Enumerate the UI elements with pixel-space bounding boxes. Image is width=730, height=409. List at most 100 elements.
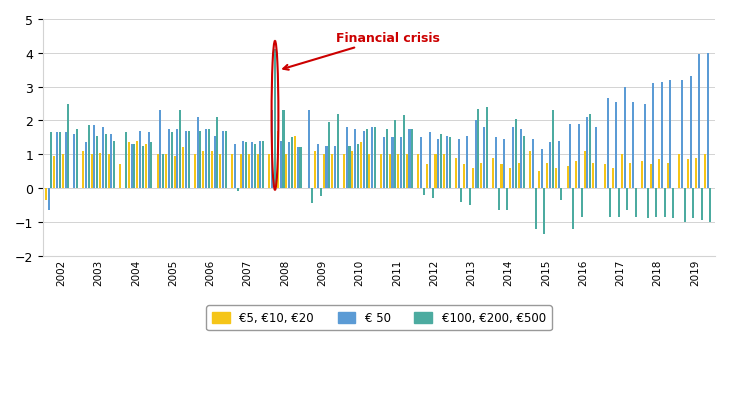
- Bar: [56, 133, 58, 189]
- Bar: [199, 131, 201, 189]
- Bar: [538, 172, 539, 189]
- Bar: [177, 130, 178, 189]
- Bar: [664, 189, 666, 217]
- Bar: [509, 169, 511, 189]
- Bar: [595, 128, 597, 189]
- Bar: [67, 104, 69, 189]
- Bar: [572, 189, 574, 229]
- Bar: [612, 169, 615, 189]
- Bar: [73, 135, 75, 189]
- Bar: [294, 136, 296, 189]
- Bar: [388, 155, 391, 189]
- Bar: [354, 130, 356, 189]
- Bar: [529, 151, 531, 189]
- Bar: [518, 163, 520, 189]
- Bar: [403, 116, 405, 189]
- Bar: [411, 130, 413, 189]
- Bar: [171, 133, 173, 189]
- Bar: [82, 151, 84, 189]
- Bar: [647, 189, 649, 219]
- Bar: [592, 163, 594, 189]
- Bar: [139, 131, 141, 189]
- Bar: [165, 155, 167, 189]
- Bar: [222, 131, 224, 189]
- Bar: [150, 143, 153, 189]
- Bar: [182, 148, 184, 189]
- Bar: [185, 131, 187, 189]
- Bar: [288, 143, 291, 189]
- Bar: [274, 50, 276, 189]
- Bar: [506, 189, 508, 211]
- Bar: [202, 151, 204, 189]
- Bar: [474, 121, 477, 189]
- Bar: [248, 155, 250, 189]
- Bar: [334, 146, 336, 189]
- Bar: [363, 131, 365, 189]
- Bar: [523, 136, 525, 189]
- Bar: [684, 189, 686, 222]
- Bar: [369, 155, 371, 189]
- Bar: [326, 146, 328, 189]
- Bar: [561, 189, 562, 200]
- Bar: [211, 151, 213, 189]
- Bar: [429, 133, 431, 189]
- Bar: [431, 189, 434, 199]
- Bar: [194, 155, 196, 189]
- Bar: [492, 158, 494, 189]
- Bar: [666, 163, 669, 189]
- Bar: [65, 133, 66, 189]
- Bar: [76, 130, 78, 189]
- Bar: [423, 189, 425, 196]
- Bar: [495, 138, 497, 189]
- Text: Financial crisis: Financial crisis: [283, 32, 440, 70]
- Bar: [257, 155, 258, 189]
- Bar: [464, 165, 465, 189]
- Bar: [145, 145, 147, 189]
- Bar: [168, 130, 170, 189]
- Bar: [157, 155, 158, 189]
- Bar: [99, 153, 101, 189]
- Bar: [351, 151, 353, 189]
- Bar: [446, 136, 447, 189]
- Bar: [205, 130, 207, 189]
- Bar: [196, 118, 199, 189]
- Bar: [357, 145, 359, 189]
- Bar: [512, 128, 514, 189]
- Bar: [692, 189, 694, 219]
- Bar: [262, 142, 264, 189]
- Bar: [604, 165, 606, 189]
- Bar: [104, 135, 107, 189]
- Bar: [437, 140, 439, 189]
- Bar: [641, 162, 643, 189]
- Bar: [707, 54, 709, 189]
- Bar: [629, 163, 631, 189]
- Legend: €5, €10, €20, € 50, €100, €200, €500: €5, €10, €20, € 50, €100, €200, €500: [207, 306, 552, 330]
- Bar: [701, 189, 703, 220]
- Bar: [134, 145, 136, 189]
- Bar: [113, 142, 115, 189]
- Bar: [546, 163, 548, 189]
- Bar: [299, 148, 301, 189]
- Bar: [580, 189, 583, 217]
- Bar: [549, 143, 551, 189]
- Bar: [88, 126, 90, 189]
- Bar: [458, 140, 459, 189]
- Bar: [440, 135, 442, 189]
- Bar: [687, 160, 689, 189]
- Bar: [480, 163, 483, 189]
- Bar: [555, 169, 557, 189]
- Bar: [348, 146, 350, 189]
- Bar: [93, 126, 96, 189]
- Bar: [320, 189, 322, 197]
- Bar: [50, 133, 53, 189]
- Bar: [710, 189, 712, 222]
- Bar: [102, 128, 104, 189]
- Bar: [280, 142, 282, 189]
- Bar: [110, 135, 112, 189]
- Bar: [397, 155, 399, 189]
- Bar: [120, 165, 121, 189]
- Bar: [589, 115, 591, 189]
- Bar: [483, 128, 485, 189]
- Bar: [583, 151, 585, 189]
- Bar: [672, 189, 674, 219]
